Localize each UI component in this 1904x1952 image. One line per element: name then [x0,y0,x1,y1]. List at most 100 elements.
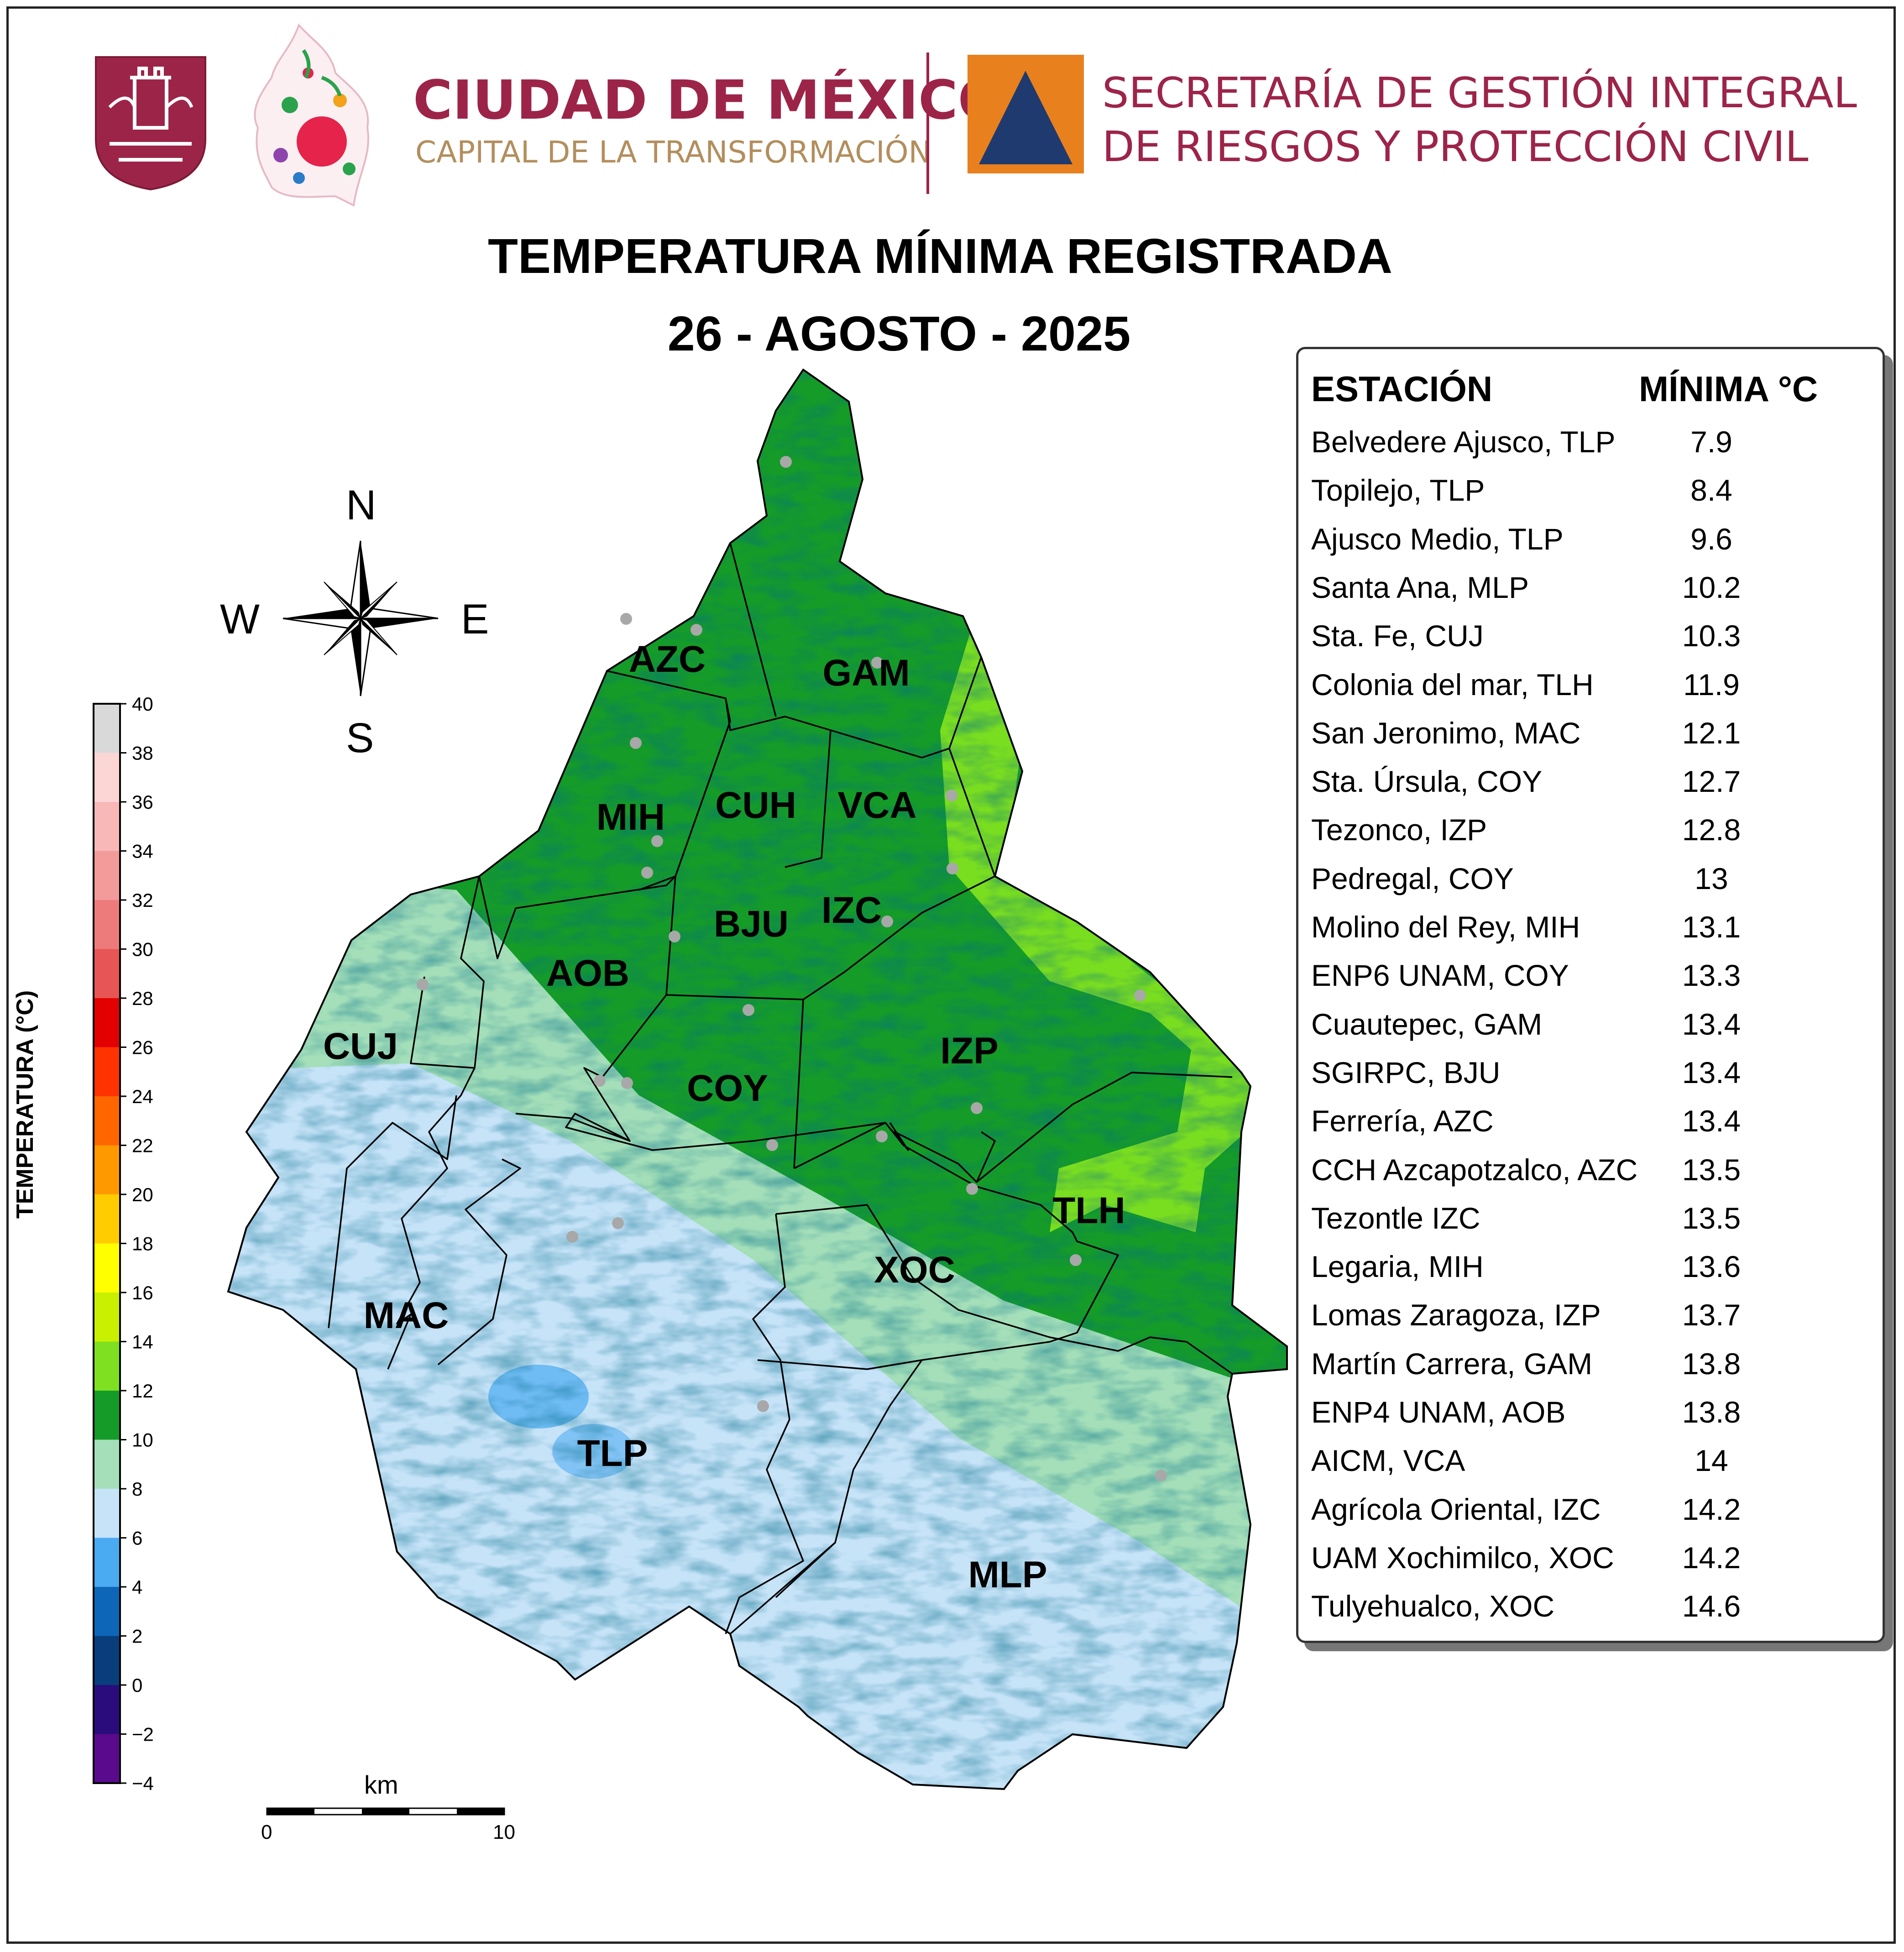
station-name: Pedregal, COY [1311,861,1514,895]
legend-cell [94,998,120,1047]
legend-cell [94,1145,120,1195]
scale-min-label: 0 [261,1821,272,1843]
table-row: Lomas Zaragoza, IZP 13.7 [1298,1298,1883,1346]
station-name: UAM Xochimilco, XOC [1311,1540,1614,1575]
legend-cell [94,1096,120,1146]
station-name: CCH Azcapotzalco, AZC [1311,1152,1638,1187]
table-row: ENP4 UNAM, AOB 13.8 [1298,1395,1883,1443]
map-title: TEMPERATURA MÍNIMA REGISTRADA [488,228,1392,283]
legend-tick-label: 20 [132,1184,153,1205]
min-temp-value: 12.8 [1682,813,1741,847]
legend-cell [94,949,120,999]
min-temp-value: 14.2 [1682,1540,1741,1575]
header-divider [926,52,929,194]
station-markers [417,456,1167,1481]
legend-title: TEMPERATURA (°C) [12,990,38,1219]
min-temp-value: 7.9 [1690,425,1732,459]
station-name: Belvedere Ajusco, TLP [1311,425,1616,459]
legend-tick-label: 2 [132,1626,142,1647]
legend-tick-label: 22 [132,1135,153,1157]
legend-tick-label: 16 [132,1282,153,1303]
table-row: Sta. Fe, CUJ 10.3 [1298,618,1883,667]
legend-tick-label: 18 [132,1233,153,1255]
legend-cell [94,802,120,851]
table-row: Cuautepec, GAM 13.4 [1298,1007,1883,1055]
cdmx-emblem-logo [254,23,370,207]
table-row: UAM Xochimilco, XOC 14.2 [1298,1540,1883,1589]
station-name: ENP4 UNAM, AOB [1311,1395,1566,1429]
label-mlp: MLP [968,1554,1047,1596]
min-temp-value: 13.5 [1682,1201,1741,1235]
station-name: Cuautepec, GAM [1311,1007,1543,1041]
compass-east: E [461,596,489,643]
legend-tick-label: 36 [132,791,153,813]
legend-tick-label: 6 [132,1528,142,1549]
min-temp-value: 13.7 [1682,1298,1741,1332]
protection-civil-logo [968,55,1084,173]
legend-cell [94,851,120,900]
label-aob: AOB [546,952,629,994]
table-row: Tulyehualco, XOC 14.6 [1298,1589,1883,1637]
label-izp: IZP [940,1030,999,1072]
table-row: AICM, VCA 14 [1298,1443,1883,1491]
label-mac: MAC [364,1295,449,1336]
legend-tick-label: 8 [132,1478,142,1500]
legend-cell [94,1391,120,1440]
legend-cell [94,1489,120,1538]
map-frame [6,6,1896,1944]
label-bju: BJU [714,903,789,945]
col-header-station: ESTACIÓN [1311,369,1493,409]
legend-tick-label: 40 [132,693,153,715]
station-name: Molino del Rey, MIH [1311,910,1580,944]
legend-cell [94,1047,120,1097]
min-temp-value: 10.2 [1682,570,1741,604]
cdmx-boundary [227,368,1288,1790]
legend-cell [94,1636,120,1685]
min-temp-value: 14.2 [1682,1492,1741,1526]
legend-cell [94,900,120,949]
borough-boundaries [328,543,1233,1635]
label-coy: COY [687,1068,768,1109]
station-name: Colonia del mar, TLH [1311,667,1594,701]
table-row: CCH Azcapotzalco, AZC 13.5 [1298,1152,1883,1201]
table-row: Ajusco Medio, TLP 9.6 [1298,522,1883,570]
table-row: Pedregal, COY 13 [1298,861,1883,910]
scale-bar [266,1807,505,1816]
station-name: Sta. Úrsula, COY [1311,764,1543,799]
station-table: ESTACIÓN MÍNIMA °C Belvedere Ajusco, TLP… [1296,347,1885,1643]
min-temp-value: 13.1 [1682,910,1741,944]
legend-tick-label: 4 [132,1576,142,1598]
station-name: Tezonco, IZP [1311,813,1487,847]
min-temp-value: 11.9 [1683,667,1740,701]
legend-tick-label: 24 [132,1086,153,1107]
station-name: Tezontle IZC [1311,1201,1480,1235]
legend-ticks: 4038363432302826242220181614121086420−2−… [120,693,154,1794]
table-row: SGIRPC, BJU 13.4 [1298,1055,1883,1104]
table-row: Belvedere Ajusco, TLP 7.9 [1298,424,1883,473]
city-tagline: CAPITAL DE LA TRANSFORMACIÓN [415,135,931,170]
col-header-min: MÍNIMA °C [1639,369,1818,409]
legend-tick-label: 0 [132,1675,142,1696]
legend-cell [94,1341,120,1391]
label-gam: GAM [822,652,910,694]
min-temp-value: 13.5 [1682,1152,1741,1187]
compass-rose [282,540,439,696]
legend-tick-label: −2 [132,1724,154,1745]
min-temp-value: 13.4 [1682,1007,1741,1041]
station-name: Ferrería, AZC [1311,1104,1494,1138]
station-name: SGIRPC, BJU [1311,1055,1501,1089]
table-row: Martín Carrera, GAM 13.8 [1298,1346,1883,1395]
label-vca: VCA [837,785,916,826]
table-row: ENP6 UNAM, COY 13.3 [1298,958,1883,1006]
table-row: Agrícola Oriental, IZC 14.2 [1298,1492,1883,1540]
legend-tick-label: 34 [132,841,153,862]
min-temp-value: 13 [1695,861,1728,895]
legend-cell [94,1685,120,1734]
agency-name-line2: DE RIESGOS Y PROTECCIÓN CIVIL [1102,122,1809,171]
compass-south: S [346,715,374,761]
table-row: San Jeronimo, MAC 12.1 [1298,716,1883,764]
legend-tick-label: −4 [132,1773,154,1794]
legend-tick-label: 28 [132,988,153,1009]
legend-tick-label: 26 [132,1037,153,1058]
